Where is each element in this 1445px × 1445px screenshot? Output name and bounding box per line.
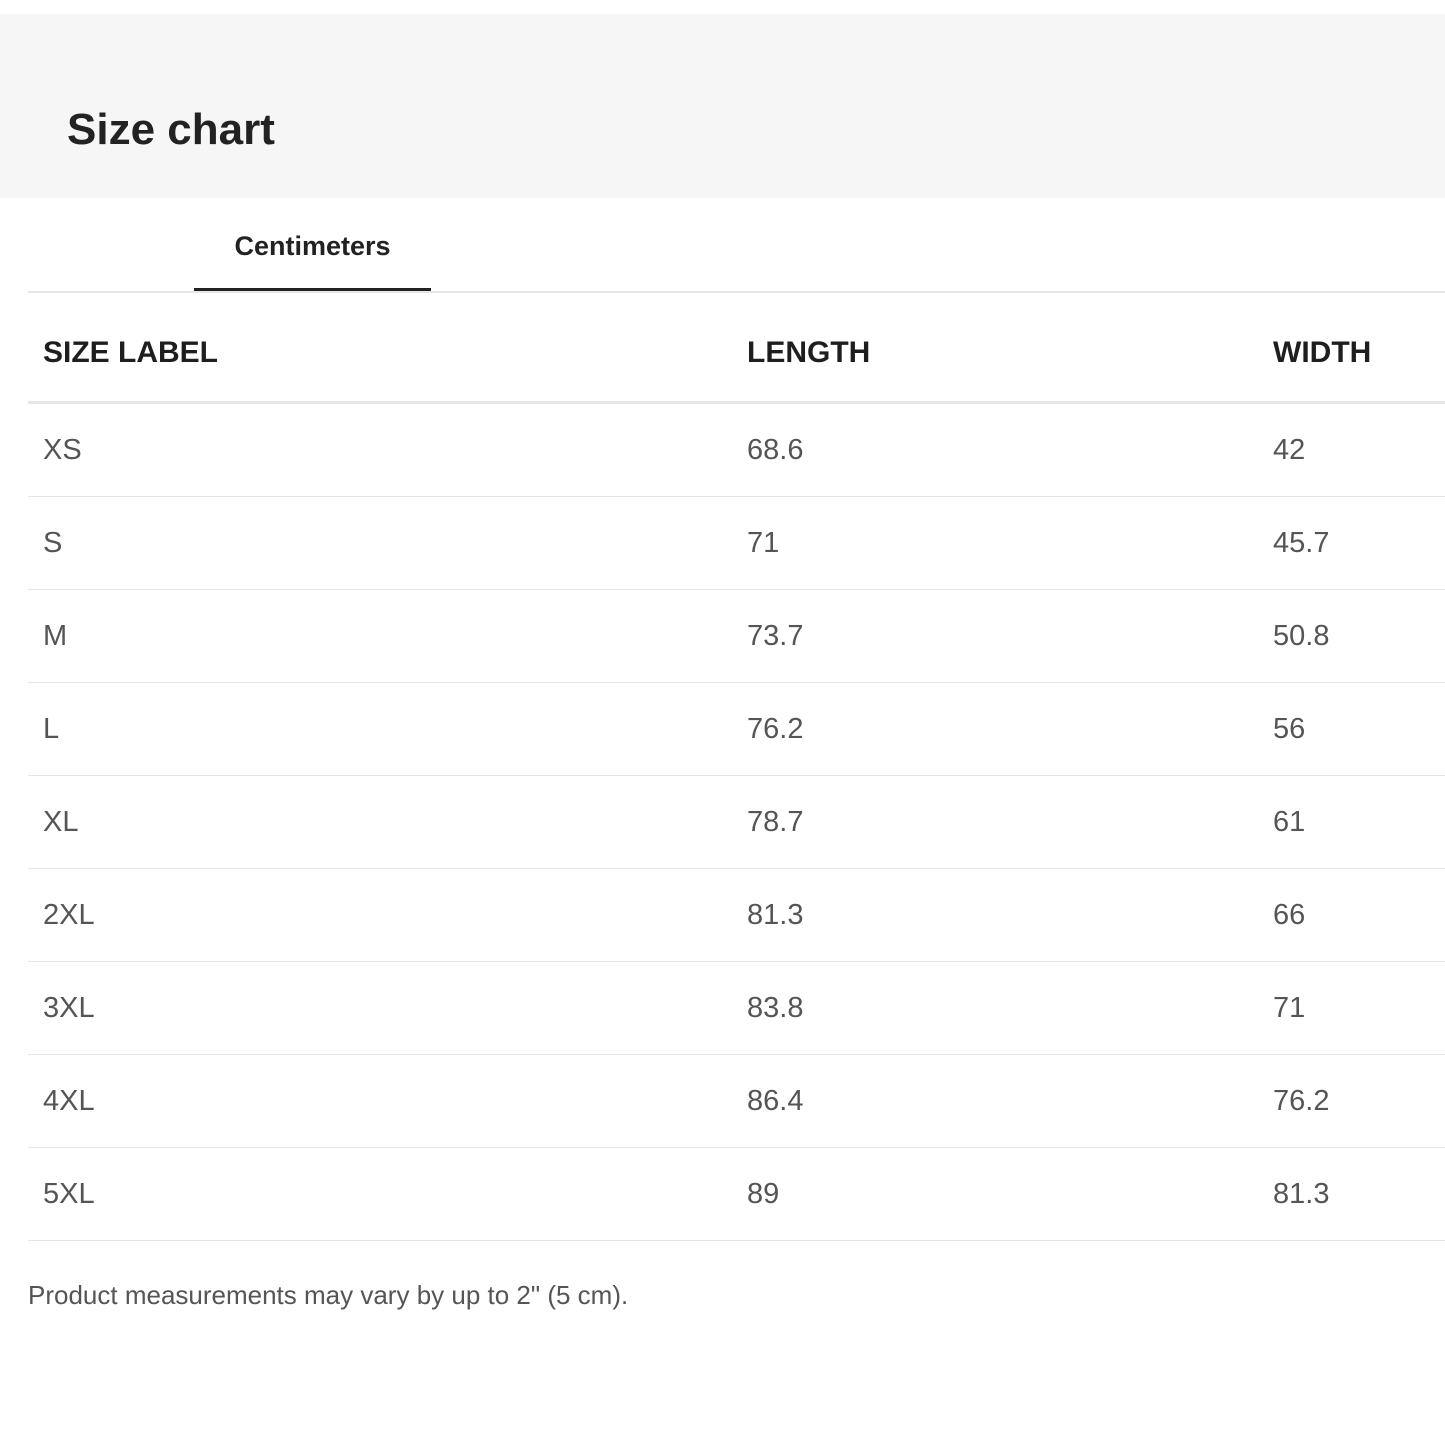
- table-row: L 76.2 56: [28, 682, 1445, 776]
- table-row: M 73.7 50.8: [28, 589, 1445, 683]
- cell-width: 66: [1273, 868, 1445, 962]
- cell-width: 76.2: [1273, 1054, 1445, 1148]
- unit-tabs: Centimeters: [28, 198, 1445, 293]
- cell-length: 76.2: [747, 682, 1273, 776]
- table-row: 2XL 81.3 66: [28, 868, 1445, 962]
- cell-size: M: [28, 589, 747, 683]
- cell-size: S: [28, 496, 747, 590]
- cell-width: 50.8: [1273, 589, 1445, 683]
- cell-size: 4XL: [28, 1054, 747, 1148]
- cell-length: 83.8: [747, 961, 1273, 1055]
- cell-length: 73.7: [747, 589, 1273, 683]
- cell-size: L: [28, 682, 747, 776]
- table-header-row: SIZE LABEL LENGTH WIDTH: [28, 305, 1445, 404]
- cell-width: 42: [1273, 402, 1445, 497]
- cell-width: 56: [1273, 682, 1445, 776]
- cell-width: 81.3: [1273, 1147, 1445, 1241]
- table-row: 4XL 86.4 76.2: [28, 1054, 1445, 1148]
- measurement-note: Product measurements may vary by up to 2…: [28, 1280, 629, 1310]
- cell-size: XL: [28, 775, 747, 869]
- column-header-length: LENGTH: [747, 305, 1273, 404]
- size-table: SIZE LABEL LENGTH WIDTH XS 68.6 42 S 71 45.7 M…: [28, 305, 1445, 1241]
- cell-size: 5XL: [28, 1147, 747, 1241]
- table-row: XS 68.6 42: [28, 402, 1445, 497]
- cell-size: 3XL: [28, 961, 747, 1055]
- cell-width: 45.7: [1273, 496, 1445, 590]
- page-title: Size chart: [67, 105, 275, 154]
- cell-size: 2XL: [28, 868, 747, 962]
- cell-length: 89: [747, 1147, 1273, 1241]
- cell-width: 71: [1273, 961, 1445, 1055]
- tab-centimeters[interactable]: Centimeters: [194, 198, 431, 291]
- cell-length: 86.4: [747, 1054, 1273, 1148]
- cell-size: XS: [28, 402, 747, 497]
- table-row: 5XL 89 81.3: [28, 1147, 1445, 1241]
- cell-length: 71: [747, 496, 1273, 590]
- header-background: [0, 14, 1445, 198]
- table-row: XL 78.7 61: [28, 775, 1445, 869]
- cell-length: 68.6: [747, 402, 1273, 497]
- column-header-size-label: SIZE LABEL: [28, 305, 747, 404]
- table-row: S 71 45.7: [28, 496, 1445, 590]
- table-row: 3XL 83.8 71: [28, 961, 1445, 1055]
- cell-length: 78.7: [747, 775, 1273, 869]
- cell-width: 61: [1273, 775, 1445, 869]
- column-header-width: WIDTH: [1273, 305, 1445, 404]
- cell-length: 81.3: [747, 868, 1273, 962]
